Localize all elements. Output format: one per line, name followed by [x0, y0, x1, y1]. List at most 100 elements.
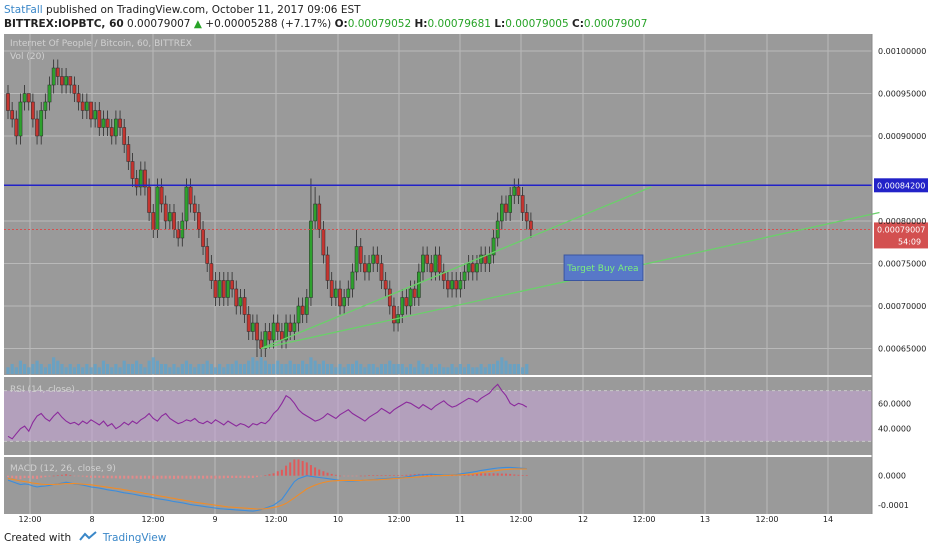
published-text: published on TradingView.com, October 11… — [46, 4, 361, 16]
candle-body — [205, 246, 210, 264]
volume-bar — [413, 367, 417, 374]
volume-bar — [496, 360, 500, 374]
volume-bar — [43, 367, 47, 374]
macd-histogram-bar — [413, 474, 416, 476]
volume-bar — [72, 367, 76, 374]
macd-histogram-bar — [401, 475, 404, 476]
volume-bar — [209, 364, 213, 374]
volume-bar — [238, 364, 242, 374]
volume-bar — [189, 364, 193, 374]
candle-body — [89, 101, 93, 120]
candle-body — [288, 322, 293, 332]
macd-histogram-bar — [98, 475, 101, 478]
resistance-tag-label: 0.00084200 — [877, 181, 925, 190]
chart-container[interactable]: 0.00084200 0.00079007 54:09 Target Buy Area… — [0, 30, 932, 526]
macd-histogram-bar — [177, 475, 180, 479]
candle-body — [76, 93, 81, 103]
volume-bar — [508, 364, 512, 374]
volume-bar — [263, 360, 267, 374]
macd-histogram-bar — [380, 475, 383, 476]
candle-body — [197, 212, 201, 230]
volume-bar — [338, 364, 342, 374]
x-tick-label: 10 — [333, 515, 343, 524]
macd-histogram-bar — [405, 474, 408, 476]
volume-bar — [458, 364, 462, 374]
macd-histogram-bar — [280, 469, 283, 476]
volume-bar — [408, 364, 413, 374]
candle-body — [26, 93, 31, 103]
volume-bar — [164, 364, 168, 374]
volume-bar — [180, 364, 184, 374]
price-chart[interactable]: 0.00084200 0.00079007 54:09 Target Buy Area… — [0, 30, 932, 526]
candle-body — [321, 229, 326, 256]
macd-histogram-bar — [226, 475, 229, 479]
candle-body — [55, 67, 60, 77]
candle-body — [512, 186, 517, 196]
volume-bar — [301, 360, 305, 374]
volume-bar — [305, 364, 309, 374]
tradingview-logo-icon — [78, 529, 97, 547]
volume-bar — [446, 367, 450, 374]
macd-histogram-bar — [314, 467, 317, 476]
candle-body — [85, 101, 89, 111]
volume-bar — [143, 367, 147, 374]
chart-title: Internet Of People / Bitcoin, 60, BITTRE… — [10, 39, 192, 49]
y-tick-label: 0.00100000 — [878, 47, 926, 56]
volume-bar — [321, 360, 325, 374]
y-tick-label: 0.00080000 — [878, 217, 926, 226]
volume-bar — [471, 367, 475, 374]
macd-histogram-bar — [123, 475, 126, 479]
candle-body — [475, 263, 479, 273]
candle-body — [155, 186, 160, 230]
author-link[interactable]: StatFall — [4, 4, 43, 16]
volume-bar — [168, 367, 172, 374]
volume-bar — [31, 364, 35, 374]
macd-histogram-bar — [81, 475, 84, 477]
macd-histogram-bar — [285, 465, 288, 476]
macd-histogram-bar — [52, 475, 55, 477]
macd-histogram-bar — [309, 465, 312, 476]
candle-body — [508, 195, 512, 213]
macd-histogram-bar — [135, 475, 138, 479]
candle-body — [275, 322, 280, 332]
volume-bar — [491, 364, 496, 374]
macd-histogram-bar — [214, 475, 217, 479]
macd-histogram-bar — [90, 475, 92, 478]
x-tick-label: 13 — [700, 515, 710, 524]
volume-bar — [288, 360, 292, 374]
created-with-text: Created with — [4, 532, 72, 544]
macd-histogram-bar — [264, 475, 267, 476]
volume-bars — [6, 357, 529, 374]
volume-bar — [122, 360, 126, 374]
volume-bar — [81, 367, 85, 374]
candle-body — [18, 101, 23, 137]
macd-histogram-bar — [392, 475, 395, 476]
axes: 12:00 8 12:00 9 12:00 10 12:00 11 12:00 12 12:00 13… — [18, 34, 926, 524]
candle-body — [342, 297, 346, 307]
candle-body — [408, 288, 413, 307]
candle-body — [217, 280, 222, 298]
macd-histogram-bar — [56, 475, 59, 476]
macd-histogram-bar — [297, 459, 300, 476]
candle-body — [470, 263, 475, 273]
plot-background — [4, 34, 872, 514]
rsi-label: RSI (14, close) — [10, 385, 75, 395]
macd-histogram-bar — [305, 462, 308, 476]
macd-histogram-bar — [106, 475, 109, 479]
macd-histogram-bar — [496, 473, 499, 476]
symbol-name[interactable]: BITTREX:IOPBTC, 60 — [4, 18, 124, 30]
candle-body — [354, 246, 359, 273]
candle-body — [280, 331, 284, 341]
candle-body — [454, 280, 459, 290]
macd-histogram-bar — [484, 473, 487, 476]
candle-body — [412, 288, 417, 298]
up-triangle-icon: ▲ — [193, 18, 202, 30]
volume-bar — [421, 364, 425, 374]
tradingview-brand-link[interactable]: TradingView — [102, 532, 167, 544]
candle-body — [10, 110, 15, 120]
candle-body — [520, 195, 525, 213]
candle-body — [255, 322, 259, 341]
x-tick-label: 14 — [823, 515, 833, 524]
candle-body — [429, 263, 434, 273]
volume-bar — [172, 364, 176, 374]
